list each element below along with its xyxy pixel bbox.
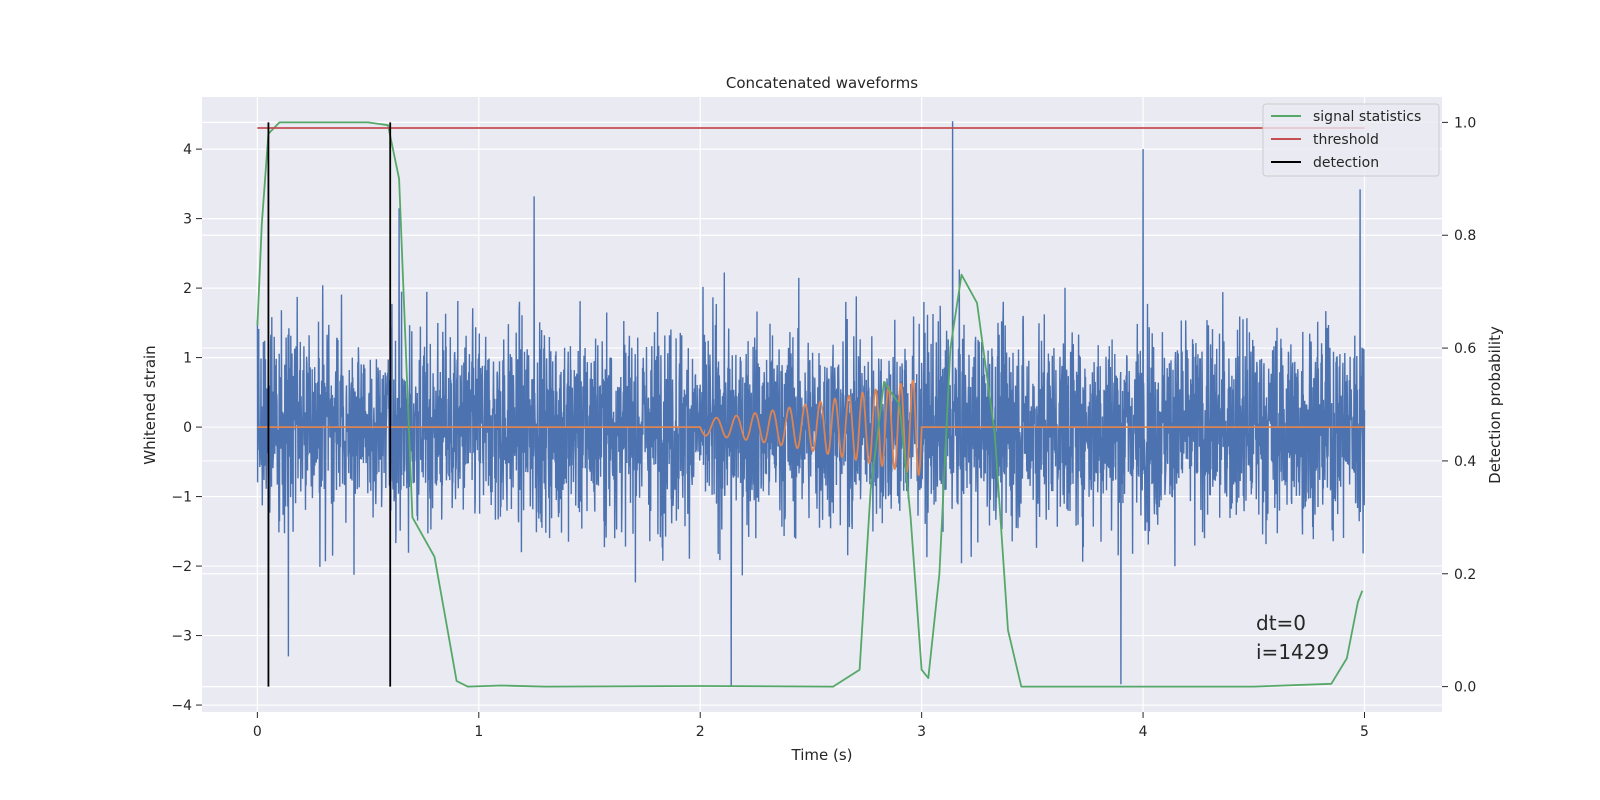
y-tick-label-right: 1.0 — [1454, 115, 1476, 131]
y-tick-label-left: −2 — [171, 559, 192, 575]
y-tick-label-right: 0.8 — [1454, 228, 1476, 244]
legend-label-detection: detection — [1313, 155, 1379, 171]
y-tick-label-left: −3 — [171, 629, 192, 645]
y-tick-label-right: 0.6 — [1454, 341, 1476, 357]
x-tick-label: 0 — [253, 724, 262, 740]
y-tick-label-right: 0.2 — [1454, 567, 1476, 583]
chart-title: Concatenated waveforms — [726, 74, 918, 92]
y-tick-label-left: 0 — [183, 420, 192, 436]
y-tick-label-right: 0.0 — [1454, 680, 1476, 696]
y-axis-label-right: Detection probability — [1486, 326, 1504, 484]
legend: signal statistics threshold detection — [1262, 103, 1440, 177]
x-axis-label: Time (s) — [791, 746, 853, 764]
y-tick-label-left: 3 — [183, 212, 192, 228]
strain-line — [256, 121, 1366, 686]
legend-label-signal-statistics: signal statistics — [1313, 109, 1421, 125]
injected-waveform-line — [257, 379, 1365, 477]
strain-series — [256, 121, 1366, 686]
signal-statistics-line — [256, 121, 1364, 688]
injected-waveform-series — [257, 379, 1365, 477]
y-tick-label-left: 4 — [183, 142, 192, 158]
y-tick-label-left: −1 — [171, 490, 192, 506]
legend-box — [1262, 103, 1440, 177]
y-tick-label-left: 2 — [183, 281, 192, 297]
y-tick-label-left: 1 — [183, 351, 192, 367]
y-tick-label-right: 0.4 — [1454, 454, 1476, 470]
x-tick-label: 3 — [917, 724, 926, 740]
x-tick-label: 4 — [1139, 724, 1148, 740]
x-tick-label: 1 — [474, 724, 483, 740]
annotation-dt: dt=0 — [1256, 611, 1306, 635]
annotation-i: i=1429 — [1256, 640, 1329, 664]
detection-series — [267, 122, 392, 687]
x-tick-label: 5 — [1360, 724, 1369, 740]
signal-statistics-series — [256, 121, 1364, 688]
y-axis-label-left: Whitened strain — [141, 345, 159, 464]
legend-label-threshold: threshold — [1313, 132, 1379, 148]
x-tick-label: 2 — [696, 724, 705, 740]
ticks: 0 1 2 3 4 5 −4 −3 −2 −1 0 1 2 3 4 0.0 0.2 0.4 0.6 0.8 1.0 — [171, 115, 1476, 740]
y-tick-label-left: −4 — [171, 698, 192, 714]
